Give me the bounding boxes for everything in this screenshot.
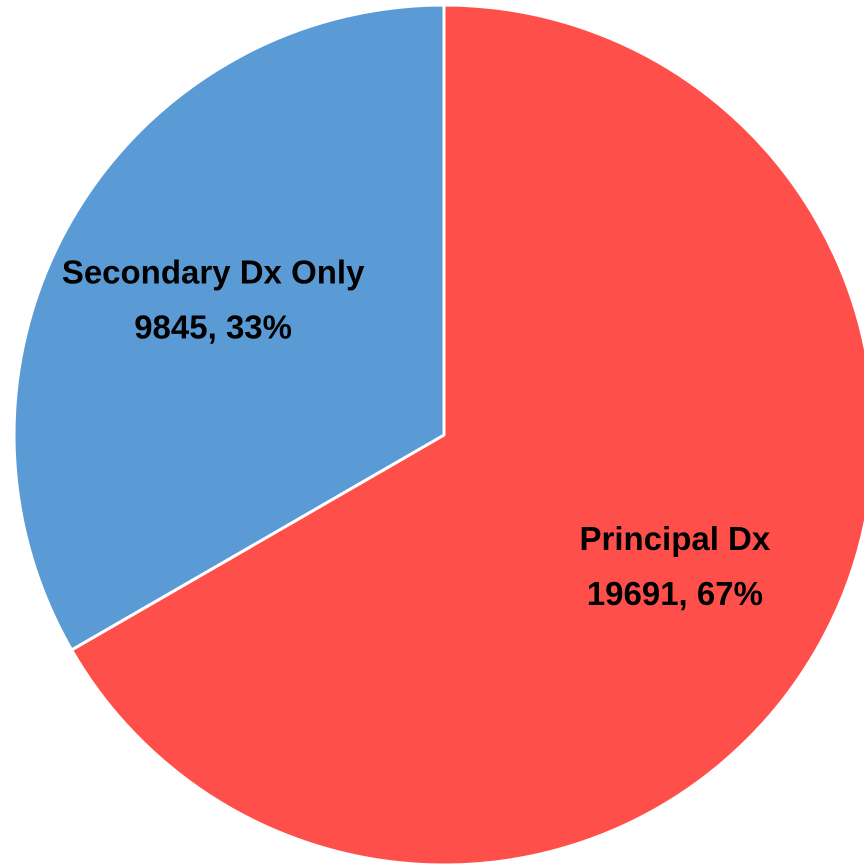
slice-label: Principal Dx bbox=[580, 520, 771, 557]
slice-label: Secondary Dx Only bbox=[62, 253, 365, 290]
value-label: 19691, 67% bbox=[587, 575, 763, 612]
pie-slice bbox=[70, 3, 864, 865]
pie-slice bbox=[12, 3, 446, 652]
value-label: 9845, 33% bbox=[134, 308, 292, 345]
